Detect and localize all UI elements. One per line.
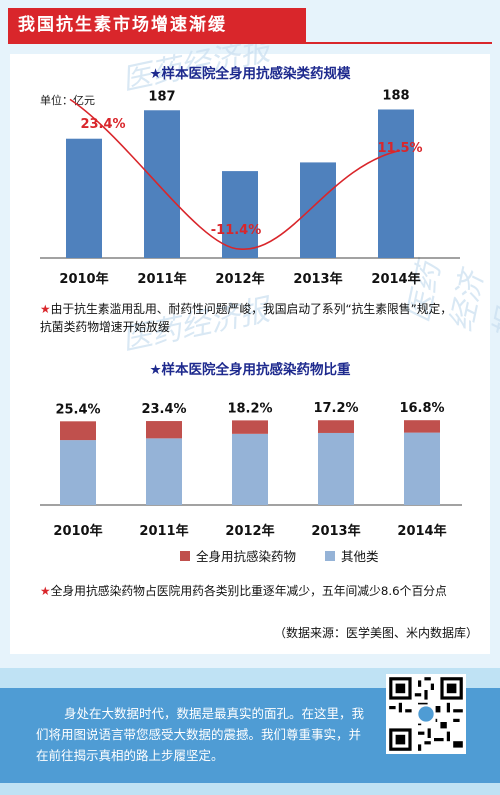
chart2-value-label: 18.2%	[227, 401, 272, 416]
chart2-x-tick-label: 2010年	[53, 523, 102, 539]
chart2-bar-antiinfective	[404, 420, 440, 433]
chart1-x-tick-label: 2012年	[215, 271, 264, 287]
chart2-legend-swatch	[325, 551, 335, 561]
chart2-x-tick-label: 2011年	[139, 523, 188, 539]
chart1-x-tick-label: 2013年	[293, 271, 342, 287]
chart2-bar-antiinfective	[232, 420, 268, 434]
chart2-bar-antiinfective	[60, 421, 96, 441]
chart1-bar	[378, 109, 414, 258]
chart2-value-label: 25.4%	[55, 402, 100, 417]
chart2-legend-label: 其他类	[341, 549, 379, 564]
chart2-value-label: 17.2%	[313, 401, 358, 416]
page-title: 我国抗生素市场增速渐缓	[18, 15, 227, 35]
chart1-growth-label: -11.4%	[211, 223, 262, 238]
chart2-legend-swatch	[180, 551, 190, 561]
chart2-bar-other	[232, 433, 268, 505]
note-1-star: ★	[40, 302, 51, 316]
chart2-x-tick-label: 2013年	[311, 523, 360, 539]
chart2-legend-label: 全身用抗感染药物	[196, 549, 296, 564]
note-2-text: 全身用抗感染药物占医院用药各类别比重逐年减少，五年间减少8.6个百分点	[50, 584, 447, 598]
chart1-growth-label: 11.5%	[377, 141, 422, 156]
chart2-bar-antiinfective	[318, 420, 354, 433]
chart1-value-label: 187	[148, 89, 175, 104]
chart2-x-tick-label: 2012年	[225, 523, 274, 539]
chart2-bar-other	[146, 438, 182, 505]
chart2-bar-other	[318, 432, 354, 505]
chart1-bar	[300, 162, 336, 258]
chart2-bar-other	[404, 432, 440, 505]
chart1-bar	[144, 110, 180, 259]
chart1-unit-label: 单位：亿元	[40, 94, 95, 107]
footer-text: 身处在大数据时代，数据是最真实的面孔。在这里，我们将用图说语言带您感受大数据的震…	[36, 706, 365, 763]
chart1-title: ★样本医院全身用抗感染类药规模	[149, 66, 351, 82]
chart2-title: ★样本医院全身用抗感染药物比重	[149, 362, 351, 378]
chart2-bar-other	[60, 440, 96, 505]
chart1-x-tick-label: 2014年	[371, 271, 420, 287]
chart1-value-label: 188	[382, 88, 409, 103]
note-1: ★由于抗生素滥用乱用、耐药性问题严峻，我国启动了系列“抗生素限售”规定，抗菌类药…	[40, 300, 460, 336]
chart1-x-tick-label: 2011年	[137, 271, 186, 287]
chart2-svg: 25.4% 2010年 23.4% 2011年 18.2% 2012年 17.2% 2013年…	[40, 401, 462, 564]
chart1-svg: 2010年 2011年 187 2012年 2013年 2014年 188 23.4% -11.…	[40, 88, 460, 287]
chart1-bar	[66, 138, 102, 258]
chart1-x-tick-label: 2010年	[59, 271, 108, 287]
note-2: ★全身用抗感染药物占医院用药各类别比重逐年减少，五年间减少8.6个百分点	[40, 582, 470, 600]
note-2-star: ★	[40, 584, 51, 598]
qr-code[interactable]	[386, 674, 466, 754]
header-bar	[8, 8, 306, 42]
chart1-growth-label: 23.4%	[80, 117, 125, 132]
chart2-value-label: 16.8%	[399, 401, 444, 416]
chart1-growth-line	[69, 98, 401, 250]
note-1-text: 由于抗生素滥用乱用、耐药性问题严峻，我国启动了系列“抗生素限售”规定，抗菌类药物…	[40, 302, 453, 334]
data-source: （数据来源：医学美图、米内数据库）	[273, 626, 478, 640]
chart2-value-label: 23.4%	[141, 402, 186, 417]
chart1-bar	[222, 171, 258, 258]
chart2-x-tick-label: 2014年	[397, 523, 446, 539]
chart2-bar-antiinfective	[146, 421, 182, 439]
header-rule	[8, 42, 492, 44]
